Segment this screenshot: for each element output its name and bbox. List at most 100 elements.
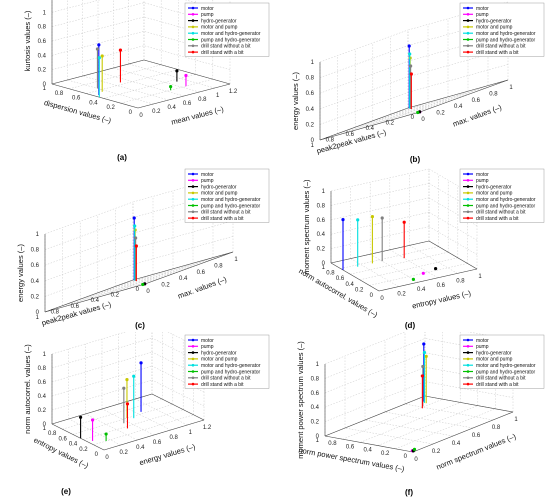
grid-line bbox=[344, 427, 434, 445]
grid-line bbox=[51, 2, 145, 27]
grid-line bbox=[51, 31, 145, 56]
legend-marker bbox=[466, 363, 470, 367]
grid-line bbox=[372, 92, 473, 122]
legend-marker bbox=[466, 376, 470, 380]
x-axis-line bbox=[419, 79, 509, 113]
z-tick-label: 0 bbox=[311, 138, 315, 144]
data-point bbox=[125, 378, 129, 382]
y-tick-label: 0.4 bbox=[363, 448, 372, 454]
legend-marker bbox=[191, 363, 195, 367]
y-tick-label: 0.4 bbox=[91, 298, 100, 304]
grid-line bbox=[359, 96, 449, 130]
data-point bbox=[370, 215, 374, 219]
legend-entry: drill stand with a bit bbox=[476, 382, 519, 388]
chart-c: 00.20.40.60.8100.20.40.60.8100.20.40.60.… bbox=[16, 168, 270, 330]
data-point bbox=[95, 47, 100, 51]
y-tick-label: 1 bbox=[311, 143, 315, 149]
grid-line bbox=[319, 29, 409, 63]
grid-line bbox=[103, 74, 196, 99]
z-tick-label: 0.4 bbox=[317, 232, 326, 238]
legend-entry: hydro-generator bbox=[201, 18, 237, 24]
y-tick-label: 0 bbox=[95, 452, 99, 458]
y-tick-label: 0.6 bbox=[72, 96, 81, 102]
grid-line bbox=[80, 270, 181, 300]
legend-entry: motor and pump bbox=[201, 25, 238, 31]
x-axis-line bbox=[412, 411, 514, 453]
chart-d: 00.20.40.60.8100.20.40.60.8100.20.40.60.… bbox=[297, 168, 545, 330]
z-tick-label: 0.4 bbox=[38, 53, 47, 59]
grid-line bbox=[390, 86, 491, 115]
legend-entry: hydro-generator bbox=[201, 184, 237, 190]
data-point bbox=[421, 271, 425, 275]
grid-line bbox=[132, 173, 234, 203]
legend-entry: pump and hydro-generator bbox=[201, 203, 261, 209]
data-point bbox=[409, 72, 413, 76]
grid-line bbox=[384, 411, 474, 429]
grid-line bbox=[83, 409, 184, 440]
y-tick-label: 0.2 bbox=[355, 287, 364, 293]
grid-line bbox=[135, 398, 188, 426]
legend-entry: motor and hydro-generator bbox=[476, 31, 536, 37]
y-tick-label: 0.8 bbox=[326, 137, 335, 143]
x-tick-label: 1.2 bbox=[229, 89, 238, 95]
x-tick-label: 0.8 bbox=[198, 97, 207, 103]
legend-entry: motor bbox=[201, 6, 214, 12]
legend-box bbox=[184, 168, 270, 223]
grid-line bbox=[51, 365, 153, 397]
legend-entry: motor and pump bbox=[476, 357, 513, 363]
legend-marker bbox=[191, 6, 195, 10]
legend-entry: motor bbox=[476, 6, 489, 12]
x-tick-label: 0.4 bbox=[167, 105, 176, 111]
y-tick-label: 0 bbox=[136, 287, 140, 293]
grid-line bbox=[97, 264, 198, 294]
x-tick-label: 0.4 bbox=[454, 104, 463, 110]
legend-marker bbox=[466, 191, 470, 195]
y-tick-label: 0.2 bbox=[111, 293, 120, 299]
y-tick-label: 0.4 bbox=[366, 126, 375, 132]
x-axis-label: energy values (–) bbox=[138, 442, 197, 467]
legend-entry: drill stand with a bit bbox=[201, 50, 244, 56]
legend-marker bbox=[191, 179, 195, 182]
z-tick-label: 0.6 bbox=[38, 380, 47, 386]
grid-line bbox=[407, 48, 509, 78]
z-tick-label: 1 bbox=[316, 362, 320, 368]
z-tick-label: 0.6 bbox=[306, 91, 315, 97]
z-axis-label: moment power spectrum values (–) bbox=[296, 341, 305, 459]
x-tick-label: 0 bbox=[105, 455, 109, 461]
floor-edge bbox=[151, 393, 205, 421]
z-tick-label: 0 bbox=[43, 82, 47, 88]
y-tick-label: 0.2 bbox=[386, 121, 395, 127]
grid-line bbox=[120, 78, 213, 104]
chart-a: 00.20.40.60.811.200.20.40.60.8100.20.40.… bbox=[23, 0, 270, 162]
legend-box bbox=[184, 334, 270, 389]
y-tick-label: 0.8 bbox=[328, 441, 337, 447]
legend-marker bbox=[191, 31, 195, 35]
grid-line bbox=[330, 168, 430, 192]
legend-marker bbox=[466, 31, 470, 35]
data-point bbox=[422, 350, 427, 355]
legend-marker bbox=[466, 13, 470, 16]
panel-label: (c) bbox=[135, 321, 145, 330]
legend-entry: motor and hydro-generator bbox=[201, 363, 261, 369]
legend-entry: drill stand with a bit bbox=[201, 216, 244, 222]
x-tick-label: 0.6 bbox=[472, 98, 481, 104]
data-point bbox=[434, 267, 438, 271]
legend-marker bbox=[191, 191, 195, 195]
z-tick-label: 0.6 bbox=[311, 391, 320, 397]
z-tick-label: 0.8 bbox=[306, 76, 315, 82]
grid-line bbox=[44, 217, 134, 250]
grid-line bbox=[404, 403, 494, 421]
y-tick-label: 0.2 bbox=[79, 447, 88, 453]
grid-line bbox=[51, 16, 145, 42]
data-point bbox=[133, 224, 137, 228]
z-tick-label: 0 bbox=[36, 310, 40, 316]
legend-entry: motor bbox=[201, 172, 214, 178]
y-tick-label: 0.8 bbox=[51, 309, 60, 315]
legend-marker bbox=[191, 172, 195, 176]
y-tick-label: 0.4 bbox=[89, 100, 98, 106]
z-tick-label: 0.4 bbox=[38, 394, 47, 400]
z-axis-label: kurtosis values (–) bbox=[23, 10, 32, 71]
data-point bbox=[79, 415, 83, 419]
